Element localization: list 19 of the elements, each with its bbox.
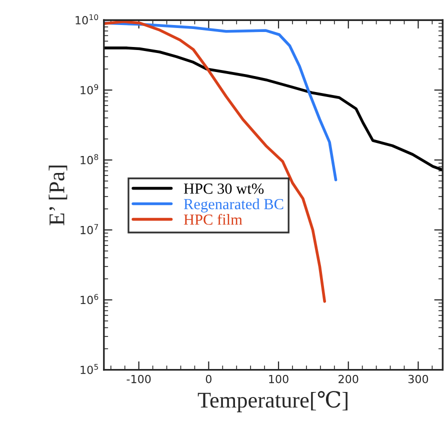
- legend-label: Regenarated BC: [184, 198, 284, 212]
- x-tick-label: 0: [206, 374, 212, 384]
- y-axis-title: E’ [Pa]: [48, 166, 68, 226]
- line-series: [104, 46, 443, 172]
- x-tick-label: 300: [408, 374, 428, 384]
- x-tick-label: -100: [126, 374, 151, 384]
- y-tick-label: 10$^{5}$: [80, 364, 98, 374]
- x-tick-label: 100: [269, 374, 288, 384]
- y-tick-label: 10$^{8}$: [80, 154, 98, 164]
- y-tick-label: 10$^{7}$: [80, 224, 98, 234]
- x-axis-title: Temperature[℃]: [198, 390, 348, 412]
- y-tick-label: 10$^{6}$: [80, 294, 98, 304]
- line-series: [104, 22, 338, 182]
- y-tick-label: 10$^{10}$: [76, 14, 98, 24]
- legend-label: HPC 30 wt%: [184, 184, 264, 194]
- legend-label: HPC film: [184, 214, 242, 225]
- y-tick-label: 10$^{9}$: [80, 84, 98, 94]
- x-tick-label: 200: [338, 374, 358, 384]
- line-series: [104, 20, 326, 303]
